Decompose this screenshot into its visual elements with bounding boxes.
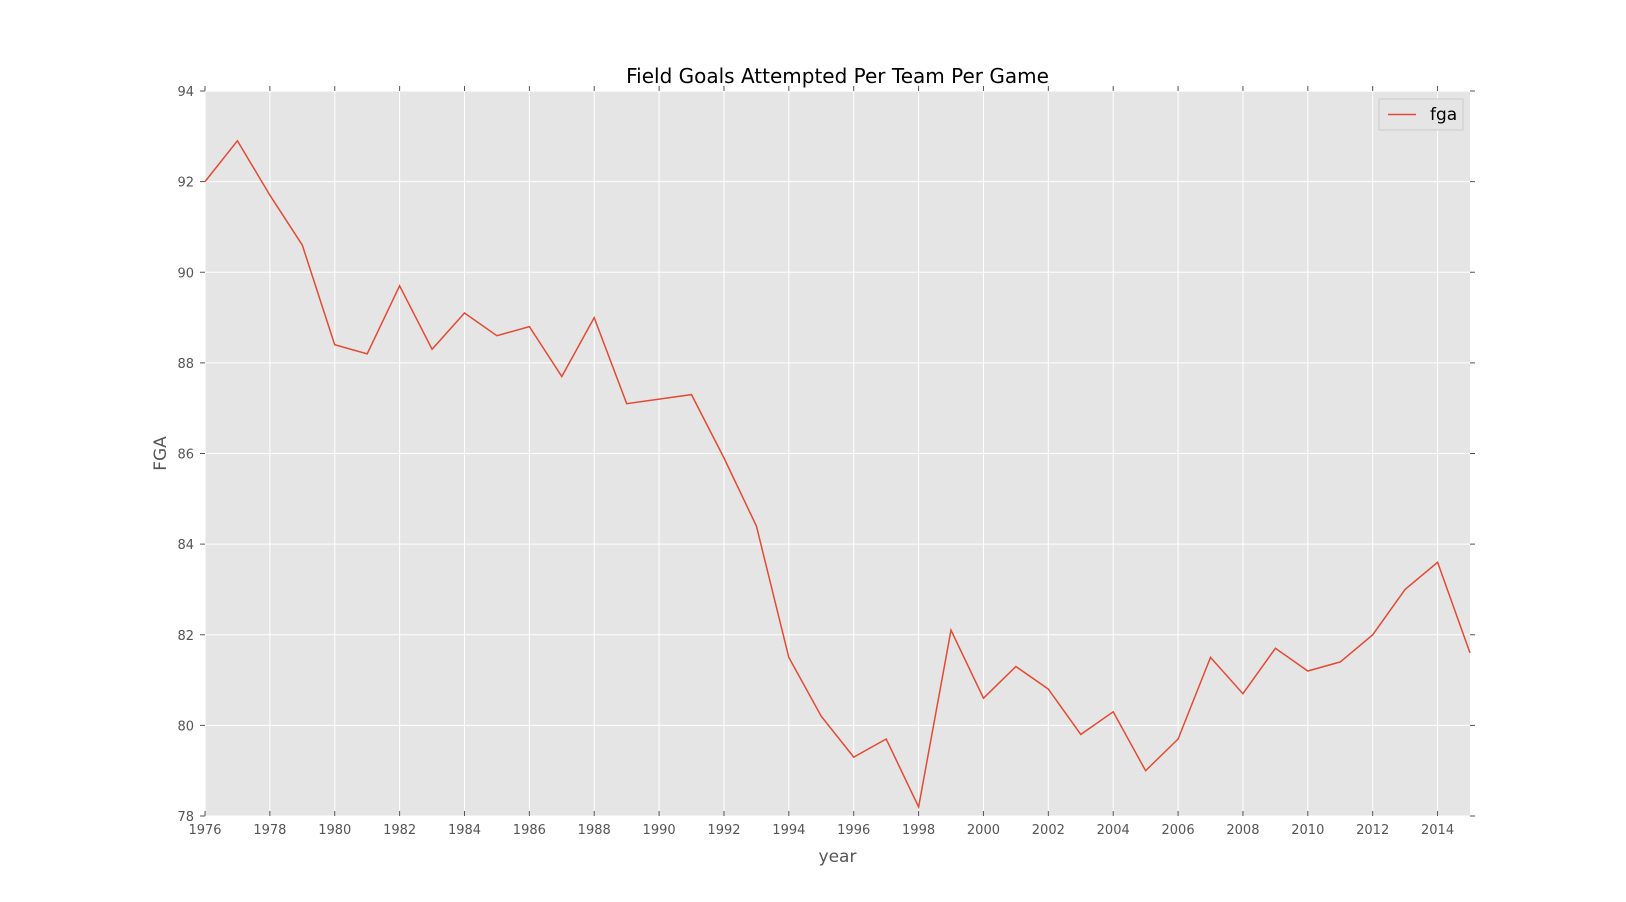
x-tick-label: 1996: [837, 823, 870, 838]
y-tick-label: 88: [177, 357, 194, 372]
legend: fga: [1378, 98, 1464, 131]
y-tick-label: 82: [177, 629, 194, 644]
y-tick-label: 86: [177, 448, 194, 463]
series-line-fga: [204, 139, 1471, 810]
x-tick-label: 1982: [383, 823, 416, 838]
y-tick-label: 92: [177, 176, 194, 191]
y-tick-label: 78: [177, 810, 194, 825]
legend-label: fga: [1430, 105, 1457, 125]
grid-lines: [204, 90, 1470, 817]
x-tick-label: 1998: [902, 823, 935, 838]
x-tick-label: 1978: [253, 823, 286, 838]
y-tick-label: 94: [177, 85, 194, 100]
y-tick-label: 84: [177, 538, 194, 553]
x-tick-label: 2002: [1032, 823, 1065, 838]
x-tick-label: 1980: [318, 823, 351, 838]
x-tick-label: 2006: [1162, 823, 1195, 838]
x-tick-label: 1986: [513, 823, 546, 838]
x-tick-label: 1992: [707, 823, 740, 838]
data-series: [204, 139, 1471, 810]
legend-box: [1378, 98, 1464, 131]
x-tick-label: 2010: [1291, 823, 1324, 838]
x-tick-label: 2012: [1356, 823, 1389, 838]
x-tick-label: 1990: [643, 823, 676, 838]
x-tick-label: 1984: [448, 823, 481, 838]
y-axis-title: FGA: [151, 436, 171, 471]
x-tick-label: 1988: [578, 823, 611, 838]
x-axis-title: year: [819, 847, 857, 867]
x-tick-label: 1976: [188, 823, 221, 838]
x-tick-label: 2000: [967, 823, 1000, 838]
y-tick-label: 80: [177, 719, 194, 734]
x-tick-label: 1994: [772, 823, 805, 838]
x-tick-label: 2008: [1226, 823, 1259, 838]
chart-title: Field Goals Attempted Per Team Per Game: [626, 64, 1049, 88]
y-tick-label: 90: [177, 266, 194, 281]
axis-ticks: [200, 86, 1475, 817]
x-tick-label: 2004: [1097, 823, 1130, 838]
tick-labels: 1976 1978 1980 1982 1984 1986 1988 1990 1992 1994…: [177, 85, 1454, 838]
x-tick-label: 2014: [1421, 823, 1454, 838]
